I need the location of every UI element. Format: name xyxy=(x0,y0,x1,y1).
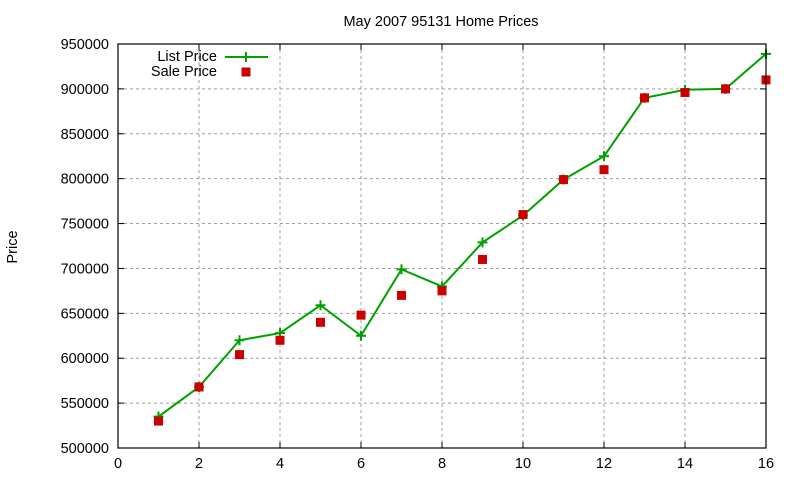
y-tick-label: 500000 xyxy=(61,441,109,457)
x-axis-ticks: 0 2 4 6 8 10 12 14 16 xyxy=(114,44,774,472)
series-sale-price xyxy=(154,75,771,426)
chart-title: May 2007 95131 Home Prices xyxy=(343,14,538,30)
x-tick-label: 10 xyxy=(515,456,531,472)
grid-lines xyxy=(118,44,766,448)
legend: List Price Sale Price xyxy=(151,49,268,80)
series-layer xyxy=(153,48,771,426)
plot-frame xyxy=(117,43,767,449)
legend-label-sale-price: Sale Price xyxy=(151,64,217,80)
x-tick-label: 12 xyxy=(596,456,612,472)
y-tick-label: 650000 xyxy=(61,306,109,322)
legend-label-list-price: List Price xyxy=(157,49,217,65)
y-tick-label: 800000 xyxy=(61,172,109,188)
x-tick-label: 8 xyxy=(438,456,446,472)
y-axis-label: Price xyxy=(5,230,21,263)
y-tick-label: 950000 xyxy=(61,37,109,53)
x-tick-label: 6 xyxy=(357,456,365,472)
y-tick-label: 900000 xyxy=(61,82,109,98)
y-tick-label: 700000 xyxy=(61,261,109,277)
x-tick-label: 4 xyxy=(276,456,284,472)
series-list-price xyxy=(153,48,771,422)
y-tick-label: 550000 xyxy=(61,396,109,412)
x-tick-label: 2 xyxy=(195,456,203,472)
y-tick-label: 600000 xyxy=(61,351,109,367)
x-tick-label: 0 xyxy=(114,456,122,472)
y-axis-ticks: 500000 550000 600000 650000 700000 750000 8000… xyxy=(61,37,766,457)
legend-line-plus-icon xyxy=(225,52,268,62)
x-tick-label: 14 xyxy=(677,456,693,472)
legend-square-icon xyxy=(241,67,251,77)
x-tick-label: 16 xyxy=(758,456,774,472)
y-tick-label: 750000 xyxy=(61,217,109,233)
y-tick-label: 850000 xyxy=(61,127,109,143)
